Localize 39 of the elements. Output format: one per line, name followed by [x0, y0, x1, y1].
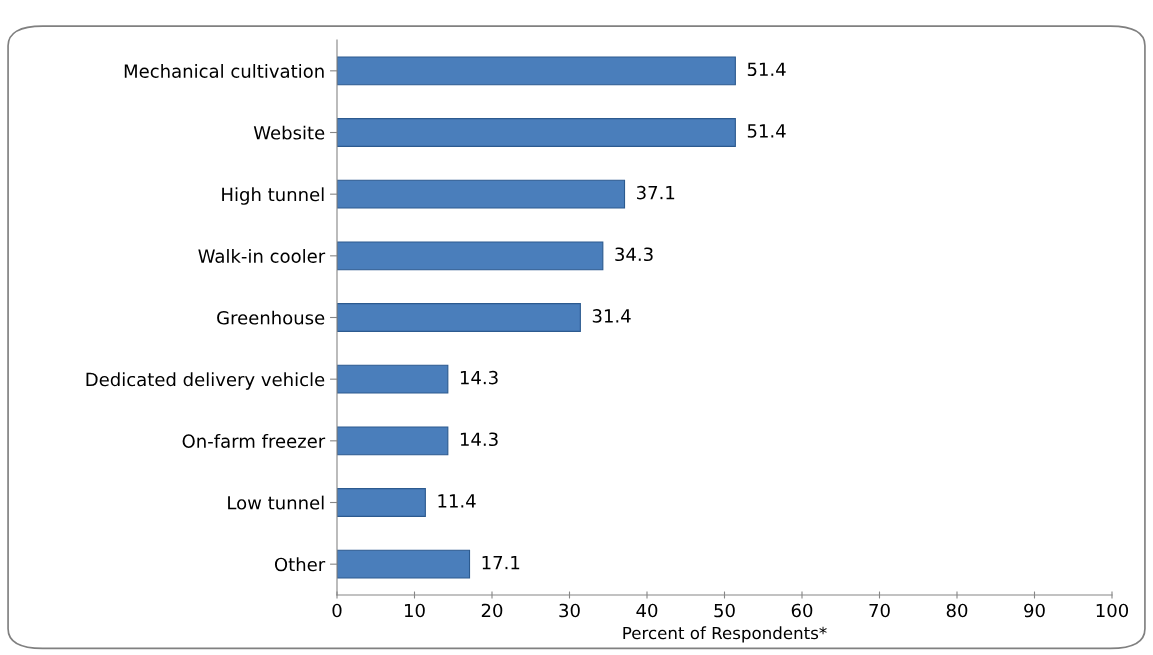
data-label: 11.4	[438, 494, 476, 508]
x-tick-label: 50	[714, 603, 735, 618]
bar	[337, 488, 426, 517]
data-label: 14.3	[460, 370, 498, 385]
data-label: 51.4	[747, 62, 786, 77]
bar	[337, 179, 626, 209]
x-tick-label: 80	[946, 603, 968, 618]
bar	[337, 118, 736, 147]
y-tick-label: Walk-in cooler	[198, 248, 326, 263]
x-tick-label: 40	[636, 603, 658, 618]
data-label: 34.3	[615, 247, 653, 262]
x-tick-label: 100	[1096, 603, 1129, 618]
x-tick-label: 30	[559, 603, 580, 618]
y-tick-label: Greenhouse	[217, 310, 325, 325]
data-label: 14.3	[460, 432, 498, 447]
bar	[337, 56, 736, 86]
bar	[337, 549, 471, 579]
bar	[337, 364, 449, 394]
x-tick-label: 20	[481, 603, 503, 618]
bar	[337, 241, 604, 271]
y-tick-label: High tunnel	[222, 187, 324, 205]
x-tick-label: 60	[791, 603, 813, 618]
y-tick-label: Low tunnel	[228, 495, 324, 510]
x-axis-title: Percent of Respondents*	[623, 626, 827, 643]
x-tick-label: 0	[332, 603, 342, 618]
y-tick-label: On-farm freezer	[182, 433, 326, 448]
x-tick-label: 70	[869, 603, 890, 618]
y-tick-label: Mechanical cultivation	[124, 63, 324, 78]
data-label: 37.1	[637, 185, 675, 200]
data-label: 51.4	[747, 124, 786, 138]
y-tick-label: Dedicated delivery vehicle	[86, 372, 325, 390]
x-tick-label: 10	[405, 603, 425, 618]
x-tick-label: 90	[1024, 603, 1045, 618]
data-label: 31.4	[592, 309, 631, 323]
data-label: 17.1	[482, 555, 520, 570]
bar	[337, 426, 449, 456]
y-tick-label: Website	[253, 125, 325, 140]
bar	[337, 303, 581, 332]
y-tick-label: Other	[274, 557, 326, 572]
